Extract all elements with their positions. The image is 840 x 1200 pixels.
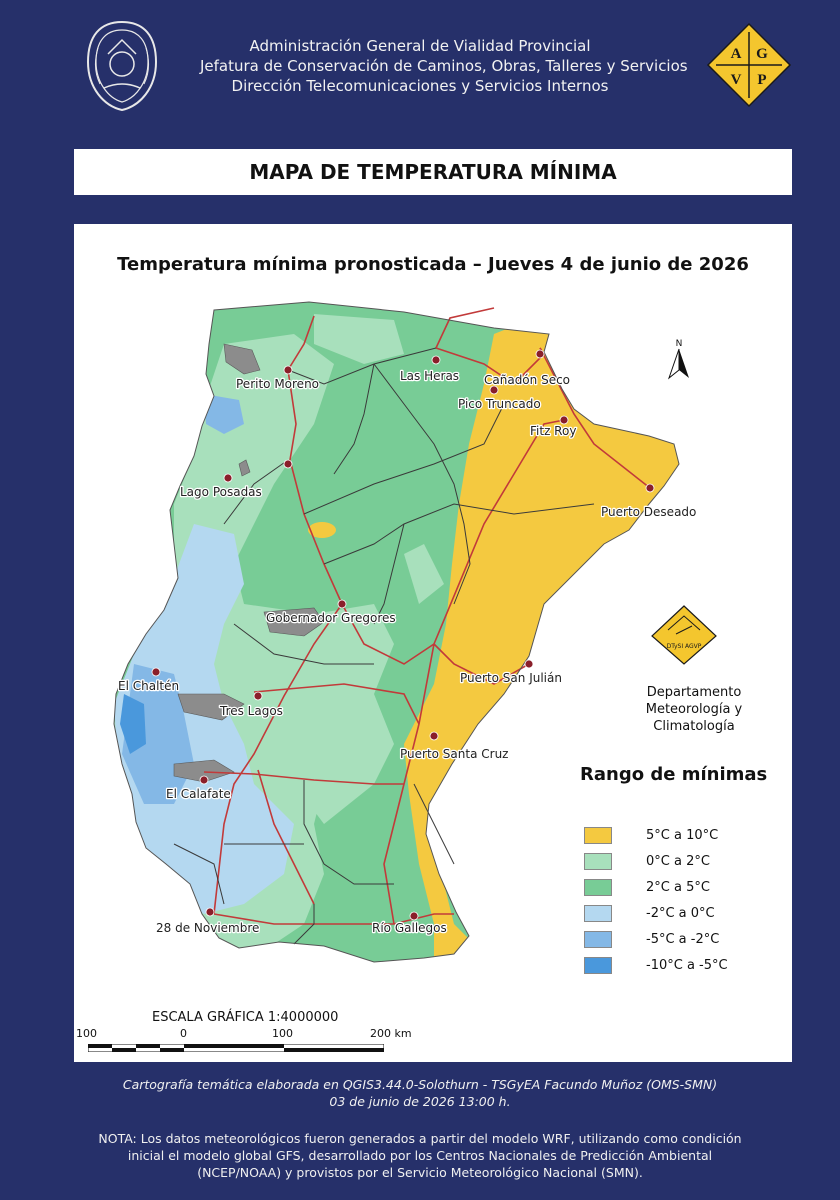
marker-canadon-seco bbox=[535, 349, 545, 359]
legend-item: -10°C a -5°C bbox=[584, 952, 774, 978]
lakes bbox=[173, 343, 325, 783]
label-28-de-noviembre: 28 de Noviembre bbox=[156, 921, 259, 935]
legend-label: -2°C a 0°C bbox=[646, 905, 715, 921]
legend-item: 0°C a 2°C bbox=[584, 848, 774, 874]
legend-item: -2°C a 0°C bbox=[584, 900, 774, 926]
label-canadon-seco: Cañadón Seco bbox=[484, 373, 570, 387]
scale-tick: 100 bbox=[76, 1027, 97, 1040]
header-institution-text: Administración General de Vialidad Provi… bbox=[200, 36, 688, 96]
legend-label: 0°C a 2°C bbox=[646, 853, 710, 869]
legend-item: 5°C a 10°C bbox=[584, 822, 774, 848]
map-panel: Temperatura mínima pronosticada – Jueves… bbox=[74, 224, 792, 1062]
legend-label: -5°C a -2°C bbox=[646, 931, 720, 947]
legend-item: -5°C a -2°C bbox=[584, 926, 774, 952]
marker-perito-moreno bbox=[283, 365, 293, 375]
page-title-box: MAPA DE TEMPERATURA MÍNIMA bbox=[74, 149, 792, 195]
credit-line-2: 03 de junio de 2026 13:00 h. bbox=[329, 1094, 511, 1109]
label-lago-posadas: Lago Posadas bbox=[180, 485, 262, 499]
marker-fitz-roy bbox=[559, 415, 569, 425]
label-perito-moreno: Perito Moreno bbox=[236, 377, 319, 391]
scale-tick: 200 km bbox=[370, 1027, 412, 1040]
department-name: Departamento Meteorología y Climatología bbox=[614, 684, 774, 735]
label-rio-gallegos: Río Gallegos bbox=[372, 921, 447, 935]
department-name-line-2: Meteorología y Climatología bbox=[645, 702, 743, 734]
label-puerto-santa-cruz: Puerto Santa Cruz bbox=[400, 747, 508, 761]
label-tres-lagos: Tres Lagos bbox=[219, 704, 283, 718]
legend-swatch bbox=[584, 956, 612, 974]
header-line-1: Administración General de Vialidad Provi… bbox=[249, 37, 591, 55]
credit-line-1: Cartografía temática elaborada en QGIS3.… bbox=[122, 1077, 718, 1092]
label-el-calafate: El Calafate bbox=[166, 787, 231, 801]
province-outline bbox=[113, 301, 680, 963]
department-logo: DTySI AGVP bbox=[651, 605, 717, 665]
legend-item: 2°C a 5°C bbox=[584, 874, 774, 900]
label-puerto-san-julian: Puerto San Julián bbox=[460, 671, 562, 685]
data-note: NOTA: Los datos meteorológicos fueron ge… bbox=[98, 1131, 742, 1180]
header-line-3: Dirección Telecomunicaciones y Servicios… bbox=[231, 77, 609, 95]
marker-gobernador-gregores bbox=[337, 599, 347, 609]
marker-puerto-santa-cruz bbox=[429, 731, 439, 741]
header-line-2: Jefatura de Conservación de Caminos, Obr… bbox=[200, 57, 688, 75]
legend-swatch bbox=[584, 878, 612, 896]
marker-lago-posadas bbox=[223, 473, 233, 483]
label-fitz-roy: Fitz Roy bbox=[530, 424, 576, 438]
scale-bar bbox=[88, 1044, 384, 1052]
scale-tick: 0 bbox=[180, 1027, 187, 1040]
legend-swatch bbox=[584, 930, 612, 948]
legend-swatch bbox=[584, 852, 612, 870]
national-roads bbox=[203, 307, 651, 925]
marker-rio-gallegos bbox=[409, 911, 419, 921]
marker-perito-moreno-south bbox=[283, 459, 293, 469]
legend-label: -10°C a -5°C bbox=[646, 957, 728, 973]
provincial-roads bbox=[173, 347, 595, 945]
scale-tick: 100 bbox=[272, 1027, 293, 1040]
credit-text: Cartografía temática elaborada en QGIS3.… bbox=[60, 1076, 780, 1110]
agvp-letter-v: V bbox=[731, 72, 742, 88]
legend: 5°C a 10°C 0°C a 2°C 2°C a 5°C -2°C a 0°… bbox=[584, 822, 774, 978]
legend-swatch bbox=[584, 904, 612, 922]
legend-label: 2°C a 5°C bbox=[646, 879, 710, 895]
marker-el-calafate bbox=[199, 775, 209, 785]
zone-minus10-to-minus5 bbox=[120, 694, 146, 754]
marker-puerto-deseado bbox=[645, 483, 655, 493]
scale-title: ESCALA GRÁFICA 1:4000000 bbox=[152, 1010, 339, 1025]
marker-puerto-san-julian bbox=[524, 659, 534, 669]
label-gobernador-gregores: Gobernador Gregores bbox=[266, 611, 396, 625]
place-markers bbox=[151, 349, 655, 921]
department-name-line-1: Departamento bbox=[646, 685, 742, 700]
north-arrow-icon: N bbox=[667, 339, 689, 380]
marker-pico-truncado bbox=[489, 385, 499, 395]
province-crest-logo bbox=[86, 20, 158, 112]
zone-minus5-north bbox=[204, 394, 244, 434]
legend-label: 5°C a 10°C bbox=[646, 827, 719, 843]
agvp-letter-g: G bbox=[756, 46, 768, 62]
agvp-letter-p: P bbox=[757, 72, 766, 88]
temperature-map: Perito Moreno Las Heras Cañadón Seco Pic… bbox=[113, 301, 698, 963]
marker-tres-lagos bbox=[253, 691, 263, 701]
label-el-chalten: El Chaltén bbox=[118, 679, 179, 693]
zone-minus2-to-0 bbox=[114, 524, 294, 914]
legend-swatch bbox=[584, 826, 612, 844]
page-title: MAPA DE TEMPERATURA MÍNIMA bbox=[249, 160, 617, 184]
place-labels: Perito Moreno Las Heras Cañadón Seco Pic… bbox=[117, 368, 698, 937]
map-subtitle: Temperatura mínima pronosticada – Jueves… bbox=[117, 254, 749, 275]
marker-las-heras bbox=[431, 355, 441, 365]
label-puerto-deseado: Puerto Deseado bbox=[601, 505, 696, 519]
label-pico-truncado: Pico Truncado bbox=[458, 397, 541, 411]
marker-el-chalten bbox=[151, 667, 161, 677]
label-las-heras: Las Heras bbox=[400, 369, 459, 383]
department-logo-text: DTySI AGVP bbox=[667, 643, 702, 650]
agvp-diamond-logo: A G V P bbox=[706, 22, 792, 108]
agvp-letter-a: A bbox=[731, 46, 742, 62]
legend-title: Rango de mínimas bbox=[580, 764, 768, 785]
marker-28-de-noviembre bbox=[205, 907, 215, 917]
north-label: N bbox=[676, 339, 683, 349]
